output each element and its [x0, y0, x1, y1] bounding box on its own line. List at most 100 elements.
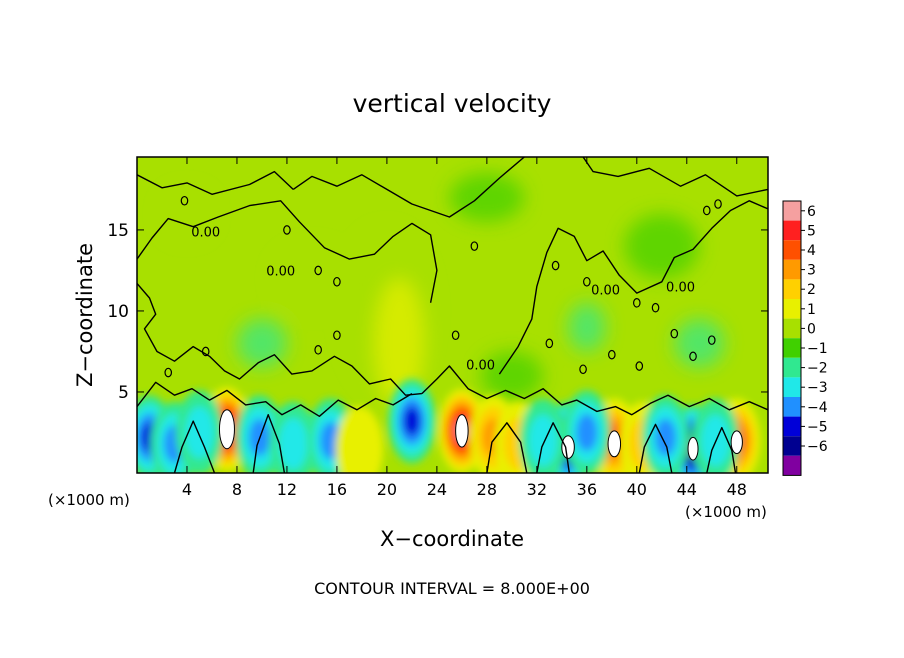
field-patch — [274, 246, 350, 311]
contour-value-label: 0.00 — [466, 358, 495, 373]
colorbar-tick-label: 1 — [807, 302, 816, 318]
contour-line — [498, 200, 768, 375]
y-axis-ticks: 5 10 15 — [107, 221, 768, 403]
velocity-field — [137, 157, 768, 473]
x-tick-label: 20 — [377, 480, 397, 499]
colorbar-swatch — [783, 357, 801, 378]
contour-line — [137, 200, 438, 303]
colorbar-tick-label: −2 — [807, 361, 828, 377]
colorbar-tick-label: −4 — [807, 400, 828, 416]
field-patch — [480, 351, 544, 401]
colorbar-swatch — [783, 377, 801, 397]
x-tick-label: 44 — [677, 480, 697, 499]
field-texture — [161, 173, 725, 409]
minor-cell-level — [278, 417, 308, 470]
colorbar-swatch — [783, 240, 801, 260]
contour-loop — [314, 345, 322, 355]
x-tick-label: 16 — [327, 480, 347, 499]
colorbar-swatch — [783, 279, 801, 299]
colorbar: 6 5 4 3 2 1 0 −1 −2 −3 −4 −5 −6 — [782, 200, 828, 476]
contour-loop — [545, 338, 554, 349]
contour-line — [173, 420, 216, 473]
contour-loop — [714, 199, 722, 209]
y-axis-title: Z−coordinate — [73, 243, 97, 387]
colorbar-tick-label: −3 — [807, 380, 828, 396]
plot-frame — [136, 156, 769, 474]
y-tick-label: 15 — [107, 221, 129, 241]
x-axis-title: X−coordinate — [380, 527, 524, 551]
minor-cell-level — [654, 418, 677, 457]
contour-loop — [314, 265, 322, 276]
contour-line — [252, 414, 286, 473]
colorbar-tick-label: 2 — [807, 282, 816, 298]
x-tick-label: 36 — [577, 480, 597, 499]
colorbar-swatch — [783, 436, 801, 456]
contour-loop — [333, 276, 341, 287]
colorbar-swatch — [783, 201, 801, 221]
cell-core — [455, 414, 469, 448]
colorbar-frame — [782, 200, 802, 476]
x-tick-label: 8 — [232, 480, 242, 499]
contour-loop — [333, 330, 341, 341]
colorbar-swatch — [783, 299, 801, 319]
contour-line — [706, 426, 737, 473]
colorbar-tick-label: −5 — [807, 419, 828, 435]
contour-loop — [551, 260, 560, 271]
contour-loop — [201, 346, 210, 357]
contour-line — [486, 422, 528, 473]
downdraft-cell-level — [403, 406, 421, 436]
colorbar-tick-label: 0 — [807, 321, 816, 337]
field-patch — [161, 189, 212, 239]
contour-loop — [283, 225, 291, 235]
x-unit-left-label: (×1000 m) — [48, 491, 130, 509]
x-tick-label: 40 — [627, 480, 647, 499]
x-tick-label: 12 — [277, 480, 297, 499]
colorbar-swatch — [783, 416, 801, 437]
x-tick-label: 32 — [527, 480, 547, 499]
colorbar-tick-label: −1 — [807, 341, 828, 357]
contour-line — [421, 365, 768, 416]
field-patch — [449, 173, 525, 222]
contour-line — [137, 170, 294, 195]
cell-core — [687, 436, 699, 461]
field-patch — [674, 319, 725, 368]
contour-loop — [470, 241, 479, 251]
contour-loop — [689, 351, 697, 362]
contour-loop — [651, 302, 660, 313]
contour-loop — [633, 298, 641, 308]
contour-loop — [635, 361, 644, 371]
x-tick-label: 48 — [727, 480, 747, 499]
y-tick-label: 10 — [107, 302, 129, 322]
colorbar-tick-label: −6 — [807, 439, 828, 455]
colorbar-tick-label: 3 — [807, 263, 816, 279]
x-unit-right-label: (×1000 m) — [685, 503, 767, 521]
field-patch — [624, 213, 700, 279]
cell-core — [218, 409, 235, 450]
colorbar-tick-label: 5 — [807, 223, 816, 239]
contour-loop — [579, 364, 587, 375]
contour-loop — [702, 205, 711, 216]
field-patch — [568, 302, 606, 352]
chart-title: vertical velocity — [353, 89, 552, 118]
minor-cell-level — [576, 413, 598, 452]
contour-loop — [583, 276, 591, 287]
contour-line — [536, 422, 570, 473]
contour-loop — [164, 367, 173, 378]
x-axis-ticks: 4 8 12 16 20 24 28 32 36 40 44 48 — [182, 157, 747, 499]
cell-core — [561, 435, 575, 459]
cell-core — [730, 430, 743, 455]
contour-value-label: 0.00 — [191, 225, 220, 240]
contour-line — [638, 423, 673, 473]
colorbar-swatch — [783, 220, 801, 241]
contour-interval-label: CONTOUR INTERVAL = 8.000E+00 — [314, 579, 590, 598]
colorbar-tick-label: 4 — [807, 243, 816, 259]
contour-value-label: 0.00 — [266, 264, 295, 279]
y-tick-label: 5 — [118, 383, 129, 403]
colorbar-swatch — [783, 455, 801, 476]
contour-loop — [707, 335, 716, 345]
contour-line — [137, 282, 422, 396]
contour-loop — [180, 195, 189, 206]
colorbar-swatch — [783, 338, 801, 358]
